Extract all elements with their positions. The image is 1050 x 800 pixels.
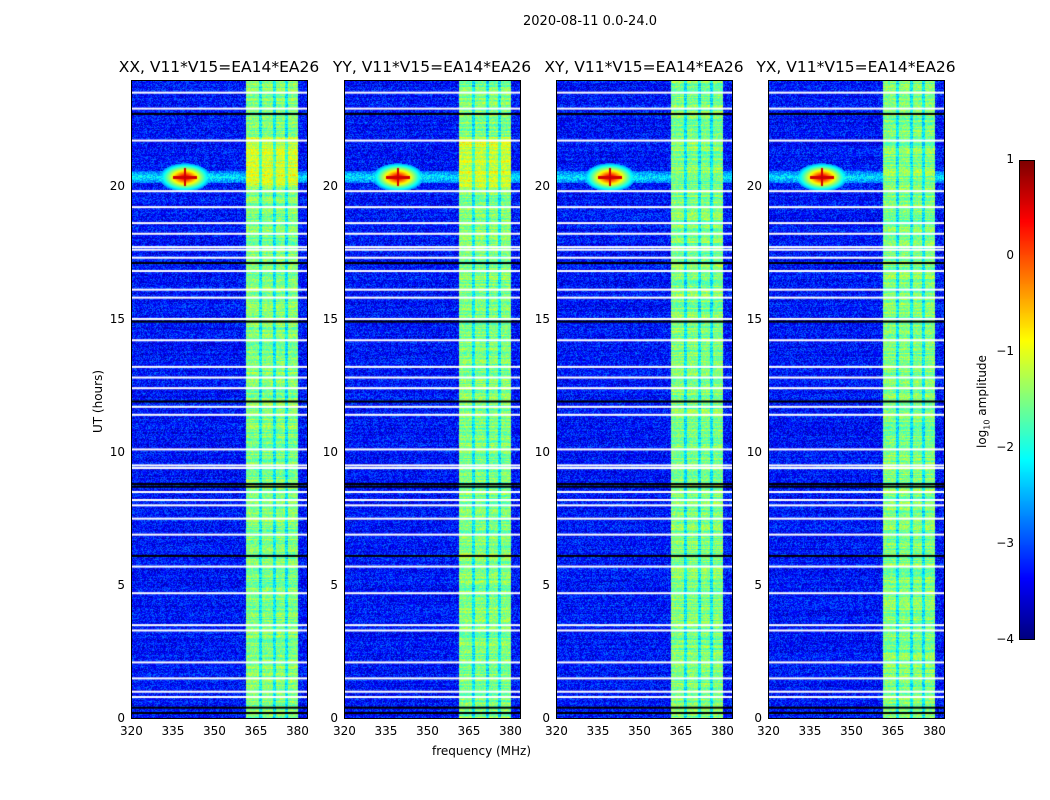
heatmap-panel (768, 80, 945, 719)
x-tick-label: 335 (798, 724, 822, 738)
x-tick-label: 365 (669, 724, 693, 738)
y-tick-label: 20 (746, 178, 762, 193)
x-tick-label: 320 (757, 724, 780, 738)
heatmap-image (557, 81, 732, 718)
y-tick-label: 10 (746, 444, 762, 459)
y-tick-label: 15 (109, 311, 125, 326)
y-tick-label: 20 (322, 178, 338, 193)
panel-title: YX, V11*V15=EA14*EA26 (756, 58, 956, 76)
heatmap-image (345, 81, 520, 718)
colorbar-tick-label: 0 (1006, 248, 1014, 262)
colorbar-tick-label: −4 (996, 632, 1014, 646)
colorbar (1019, 160, 1035, 640)
y-tick-label: 5 (330, 577, 338, 592)
y-tick-label: 0 (117, 711, 125, 725)
x-tick-label: 335 (374, 724, 398, 738)
y-tick-label: 10 (109, 444, 125, 459)
y-tick-label: 10 (534, 444, 550, 459)
y-tick-label: 15 (746, 311, 762, 326)
x-tick-label: 380 (498, 724, 522, 738)
x-tick-label: 335 (161, 724, 185, 738)
x-tick-label: 350 (627, 724, 651, 738)
x-tick-label: 365 (244, 724, 268, 738)
panel-title: YY, V11*V15=EA14*EA26 (332, 58, 532, 76)
colorbar-tick-label: 1 (1006, 152, 1014, 166)
x-tick-label: 350 (415, 724, 439, 738)
colorbar-tick-label: −3 (996, 536, 1014, 550)
y-tick-label: 20 (109, 178, 125, 193)
y-tick-label: 5 (542, 577, 550, 592)
x-tick-label: 380 (710, 724, 734, 738)
x-tick-label: 350 (839, 724, 863, 738)
x-tick-label: 320 (120, 724, 143, 738)
colorbar-tick-label: −2 (996, 440, 1014, 454)
heatmap-panel (131, 80, 308, 719)
colorbar-tick-label: −1 (996, 344, 1014, 358)
y-tick-label: 0 (542, 711, 550, 725)
x-tick-label: 320 (333, 724, 356, 738)
y-tick-label: 0 (754, 711, 762, 725)
y-tick-label: 5 (117, 577, 125, 592)
y-tick-label: 10 (322, 444, 338, 459)
heatmap-panel (344, 80, 521, 719)
y-tick-label: 0 (330, 711, 338, 725)
y-tick-label: 20 (534, 178, 550, 193)
colorbar-label: log10 amplitude (975, 355, 992, 448)
x-tick-label: 335 (586, 724, 610, 738)
x-tick-label: 380 (922, 724, 946, 738)
heatmap-image (769, 81, 944, 718)
y-axis-label: UT (hours) (91, 369, 105, 433)
panel-title: XX, V11*V15=EA14*EA26 (118, 58, 320, 76)
x-tick-label: 350 (202, 724, 226, 738)
y-tick-label: 5 (754, 577, 762, 592)
x-tick-label: 365 (881, 724, 905, 738)
heatmap-image (132, 81, 307, 718)
y-tick-label: 15 (322, 311, 338, 326)
x-tick-label: 365 (457, 724, 481, 738)
x-axis-label: frequency (MHz) (432, 744, 532, 758)
x-tick-label: 380 (285, 724, 309, 738)
x-tick-label: 320 (545, 724, 568, 738)
y-tick-label: 15 (534, 311, 550, 326)
figure-title: 2020-08-11 0.0-24.0 (523, 14, 657, 29)
panel-title: XY, V11*V15=EA14*EA26 (544, 58, 744, 76)
heatmap-panel (556, 80, 733, 719)
